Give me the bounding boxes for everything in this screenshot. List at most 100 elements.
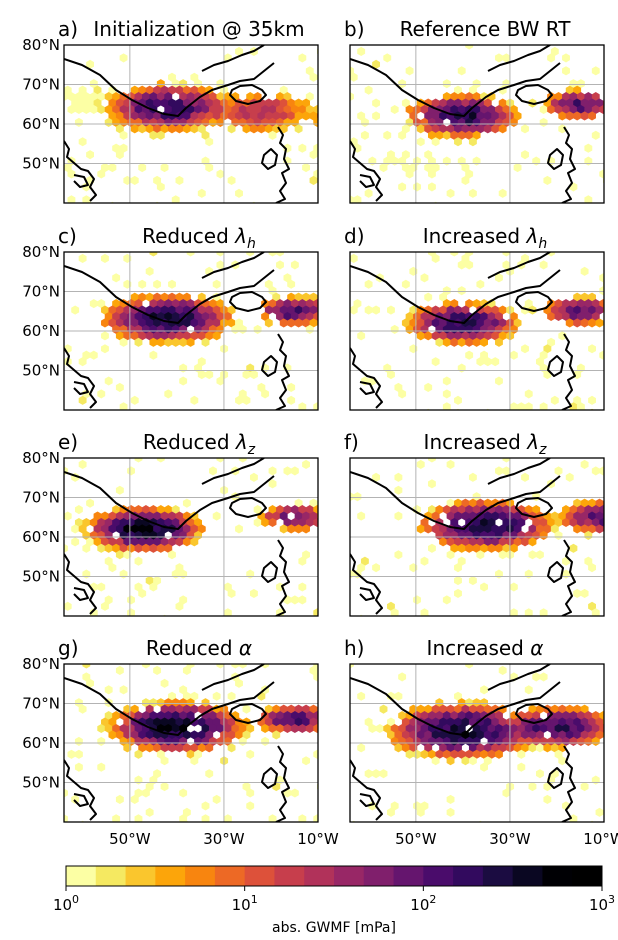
- hexbin: [298, 505, 307, 515]
- hexbin: [398, 79, 407, 89]
- hexbin: [182, 318, 191, 328]
- hexbin: [197, 111, 206, 121]
- hexbin: [513, 511, 522, 521]
- hexbin: [509, 324, 518, 334]
- hexbin: [238, 736, 247, 746]
- hexbin: [591, 92, 600, 102]
- hexbin: [86, 150, 95, 160]
- hexbin: [576, 104, 585, 115]
- hexbin: [123, 717, 132, 727]
- hexbin: [156, 711, 165, 721]
- hexbin: [97, 543, 106, 553]
- hexbin: [97, 104, 106, 115]
- hexbin: [588, 344, 596, 354]
- hexbin: [398, 736, 407, 746]
- hexbin: [584, 92, 593, 102]
- hexbin: [168, 279, 176, 289]
- hexbin: [480, 530, 488, 540]
- hexbin: [607, 466, 615, 475]
- hexbin: [588, 305, 596, 315]
- hexbin: [595, 524, 604, 534]
- hexbin: [156, 182, 165, 192]
- hexbin: [175, 85, 184, 95]
- hexbin: [115, 111, 124, 121]
- hexbin: [290, 788, 299, 798]
- hexbin: [442, 389, 451, 399]
- hexbin: [480, 543, 488, 553]
- hexbin: [257, 382, 266, 392]
- hexbin: [521, 743, 529, 753]
- hexbin: [149, 711, 158, 721]
- hexbin: [141, 736, 150, 746]
- hexbin: [194, 736, 202, 746]
- hexbin: [253, 117, 262, 127]
- hexbin: [599, 104, 604, 115]
- hexbin: [409, 318, 418, 328]
- hexbin: [156, 543, 165, 553]
- hexbin: [64, 511, 72, 521]
- hexbin: [420, 117, 429, 127]
- coastline: [261, 355, 278, 377]
- hexbin: [149, 543, 158, 553]
- hexbin: [427, 117, 436, 127]
- hexbin: [186, 664, 195, 669]
- hexbin: [457, 698, 466, 708]
- hexbin: [446, 331, 455, 341]
- panel-title: Increased λz: [424, 430, 548, 458]
- hexbin: [405, 324, 414, 334]
- panel-frame: [63, 44, 319, 204]
- hexbin: [350, 253, 358, 263]
- hexbin: [461, 253, 470, 263]
- hexbin: [580, 730, 589, 740]
- hexbin: [550, 46, 559, 56]
- hexbin: [127, 324, 135, 334]
- hexbin: [550, 524, 559, 534]
- hexbin: [268, 299, 277, 309]
- hexbin: [186, 517, 195, 528]
- hexbin: [420, 749, 429, 759]
- hexbin: [209, 104, 217, 115]
- hexbin: [313, 169, 318, 179]
- hexbin: [569, 402, 578, 410]
- hexbin: [179, 685, 188, 695]
- hexbin: [401, 279, 410, 289]
- hexbin: [145, 576, 154, 586]
- hexbin: [465, 543, 474, 553]
- hexbin: [565, 305, 574, 315]
- hexbin: [190, 85, 199, 95]
- hexbin: [495, 723, 503, 734]
- hexbin: [86, 498, 95, 508]
- hexbin: [554, 299, 563, 309]
- hexbin: [227, 111, 236, 121]
- hexbin: [182, 730, 191, 740]
- hexbin: [182, 704, 191, 714]
- hexbin: [149, 299, 158, 309]
- hexbin: [261, 723, 270, 734]
- hexbin: [127, 517, 135, 528]
- hexbin: [309, 175, 318, 185]
- hexbin: [446, 717, 455, 727]
- hexbin: [495, 337, 503, 347]
- hexbin: [487, 311, 496, 322]
- hexbin: [127, 530, 135, 540]
- hexbin: [483, 743, 492, 753]
- hexbin: [119, 723, 128, 734]
- hexbin: [427, 130, 436, 140]
- hexbin: [569, 92, 578, 102]
- hexbin: [268, 814, 277, 822]
- hexbin: [547, 517, 556, 528]
- hexbin: [268, 104, 277, 115]
- hexbin: [427, 182, 436, 192]
- hexbin: [149, 736, 158, 746]
- hexbin: [156, 130, 165, 140]
- hexbin: [82, 195, 91, 203]
- hexbin: [573, 730, 582, 740]
- hexbin: [168, 704, 176, 714]
- hexbin: [112, 505, 121, 515]
- hexbin: [238, 458, 247, 463]
- hexbin: [439, 292, 448, 302]
- hexbin: [427, 749, 436, 759]
- hexbin: [543, 175, 552, 185]
- hexbin: [457, 543, 466, 553]
